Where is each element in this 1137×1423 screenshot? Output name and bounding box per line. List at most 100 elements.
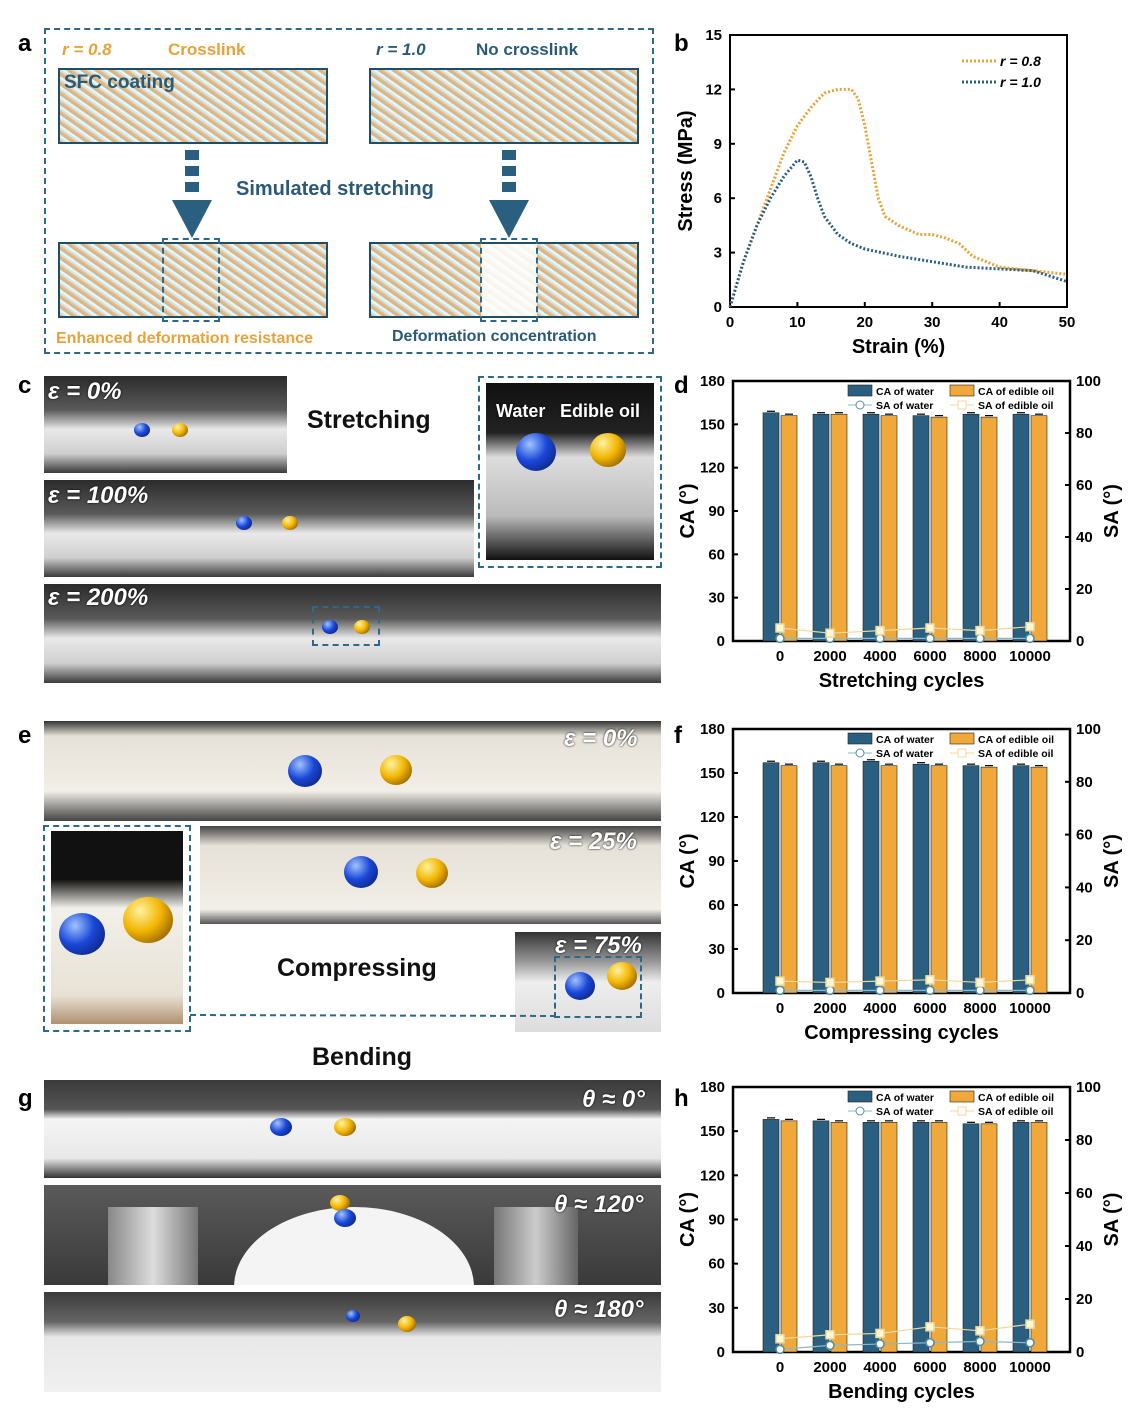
angle-label: θ ≈ 120° <box>554 1191 644 1218</box>
x-tick-label: 2000 <box>813 648 846 665</box>
inset-water-label: Water <box>496 401 546 421</box>
coating-film-crosslinked <box>58 68 328 144</box>
process-label: Simulated stretching <box>236 178 434 200</box>
panel-label-g: g <box>18 1085 33 1112</box>
x-tick-label: 4000 <box>863 1000 896 1017</box>
x-axis-label: Compressing cycles <box>804 1022 999 1044</box>
bar-oil <box>830 1122 848 1353</box>
bar-oil <box>930 416 948 642</box>
legend-marker <box>957 748 967 758</box>
bar-oil <box>980 416 998 642</box>
photo-stretch-100: ε = 100% <box>44 480 474 577</box>
panel-label-d: d <box>674 372 689 399</box>
no-crosslink-label: No crosslink <box>476 40 579 59</box>
x-tick-label: 2000 <box>813 1000 846 1017</box>
angle-label: θ ≈ 180° <box>554 1296 644 1323</box>
x-tick-label: 8000 <box>963 648 996 665</box>
sa-marker-oil <box>1025 621 1035 632</box>
y-tick-label: 30 <box>708 1300 725 1317</box>
photo-stretch-200: ε = 200% <box>44 584 661 683</box>
y2-tick-label: 100 <box>1076 373 1101 390</box>
strain-label: ε = 100% <box>48 482 149 509</box>
legend-label: CA of water <box>876 734 934 746</box>
stretched-film-crosslinked <box>58 242 328 318</box>
legend-label: SA of edible oil <box>978 400 1054 412</box>
sa-marker-oil <box>975 625 985 636</box>
inset-frame <box>43 825 191 1032</box>
angle-label: θ ≈ 0° <box>582 1086 645 1113</box>
legend-swatch <box>847 732 873 745</box>
x-tick-label: 6000 <box>913 1359 946 1376</box>
bar-oil <box>1030 766 1048 994</box>
y2-tick-label: 0 <box>1076 633 1084 650</box>
y2-tick-label: 40 <box>1076 1238 1093 1255</box>
sa-marker-water <box>825 985 835 996</box>
sa-marker-water <box>875 985 885 996</box>
down-arrow-icon <box>489 150 529 238</box>
legend-marker <box>855 400 865 410</box>
coating-film-uncrosslinked <box>369 68 639 144</box>
y2-tick-label: 40 <box>1076 529 1093 546</box>
bar-water <box>762 1119 780 1353</box>
legend-swatch <box>847 1090 873 1103</box>
y2-tick-label: 80 <box>1076 774 1093 791</box>
sa-line-water <box>779 1340 1031 1350</box>
bending-title: Bending <box>312 1043 412 1071</box>
y-tick-label: 90 <box>708 1212 725 1229</box>
bar-water <box>862 413 880 642</box>
x-tick-label: 50 <box>1059 314 1076 331</box>
sa-marker-oil <box>875 1328 885 1339</box>
x-axis-label: Stretching cycles <box>819 670 985 692</box>
plot-frame <box>729 34 1068 308</box>
panel-label-c: c <box>18 372 32 399</box>
inset-photo <box>51 831 183 1024</box>
x-tick-label: 8000 <box>963 1359 996 1376</box>
left-r-label: r = 0.8 <box>62 40 112 59</box>
sa-marker-oil <box>925 623 935 633</box>
y2-tick-label: 0 <box>1076 1344 1084 1361</box>
legend-label: r = 1.0 <box>1000 74 1041 90</box>
y2-tick-label: 80 <box>1076 425 1093 442</box>
bar-water <box>912 415 930 642</box>
connector-line <box>189 1014 556 1017</box>
y-tick-label: 9 <box>714 136 722 153</box>
bar-water <box>912 763 930 994</box>
right-r-label: r = 1.0 <box>376 40 426 59</box>
legend-label: CA of water <box>876 1092 934 1104</box>
sa-marker-water <box>775 633 785 644</box>
legend-label: r = 0.8 <box>1000 53 1041 69</box>
schematic-box <box>44 28 654 354</box>
sa-marker-oil <box>875 625 885 636</box>
y-tick-label: 120 <box>700 460 725 477</box>
bar-water <box>812 762 830 994</box>
x-tick-label: 4000 <box>863 1359 896 1376</box>
x-tick-label: 0 <box>776 648 784 665</box>
y2-tick-label: 60 <box>1076 477 1093 494</box>
x-tick-label: 10000 <box>1009 648 1051 665</box>
y-tick-label: 150 <box>700 416 725 433</box>
photo-compress-0: ε = 0% <box>44 721 661 821</box>
x-axis-label: Strain (%) <box>852 336 945 358</box>
y-tick-label: 0 <box>717 633 725 650</box>
bar-water <box>1012 413 1030 642</box>
x-tick-label: 10 <box>789 314 806 331</box>
sa-marker-water <box>825 1340 835 1351</box>
sa-marker-water <box>925 633 935 644</box>
legend-label: SA of edible oil <box>978 748 1054 760</box>
sa-line-oil <box>779 626 1031 634</box>
bar-oil <box>780 415 798 642</box>
x-tick-label: 6000 <box>913 648 946 665</box>
legend-marker <box>957 1106 967 1116</box>
bar-oil <box>930 765 948 994</box>
y-tick-label: 150 <box>700 765 725 782</box>
left-result-label: Enhanced deformation resistance <box>56 330 313 347</box>
x-tick-label: 4000 <box>863 648 896 665</box>
x-tick-label: 8000 <box>963 1000 996 1017</box>
photo-bend-180: θ ≈ 180° <box>44 1292 661 1392</box>
bar-oil <box>880 415 898 642</box>
y-tick-label: 12 <box>705 81 722 98</box>
strain-label: ε = 0% <box>48 378 122 405</box>
zoom-region-box <box>554 956 642 1018</box>
y2-tick-label: 40 <box>1076 879 1093 896</box>
down-arrow-icon <box>172 150 212 238</box>
